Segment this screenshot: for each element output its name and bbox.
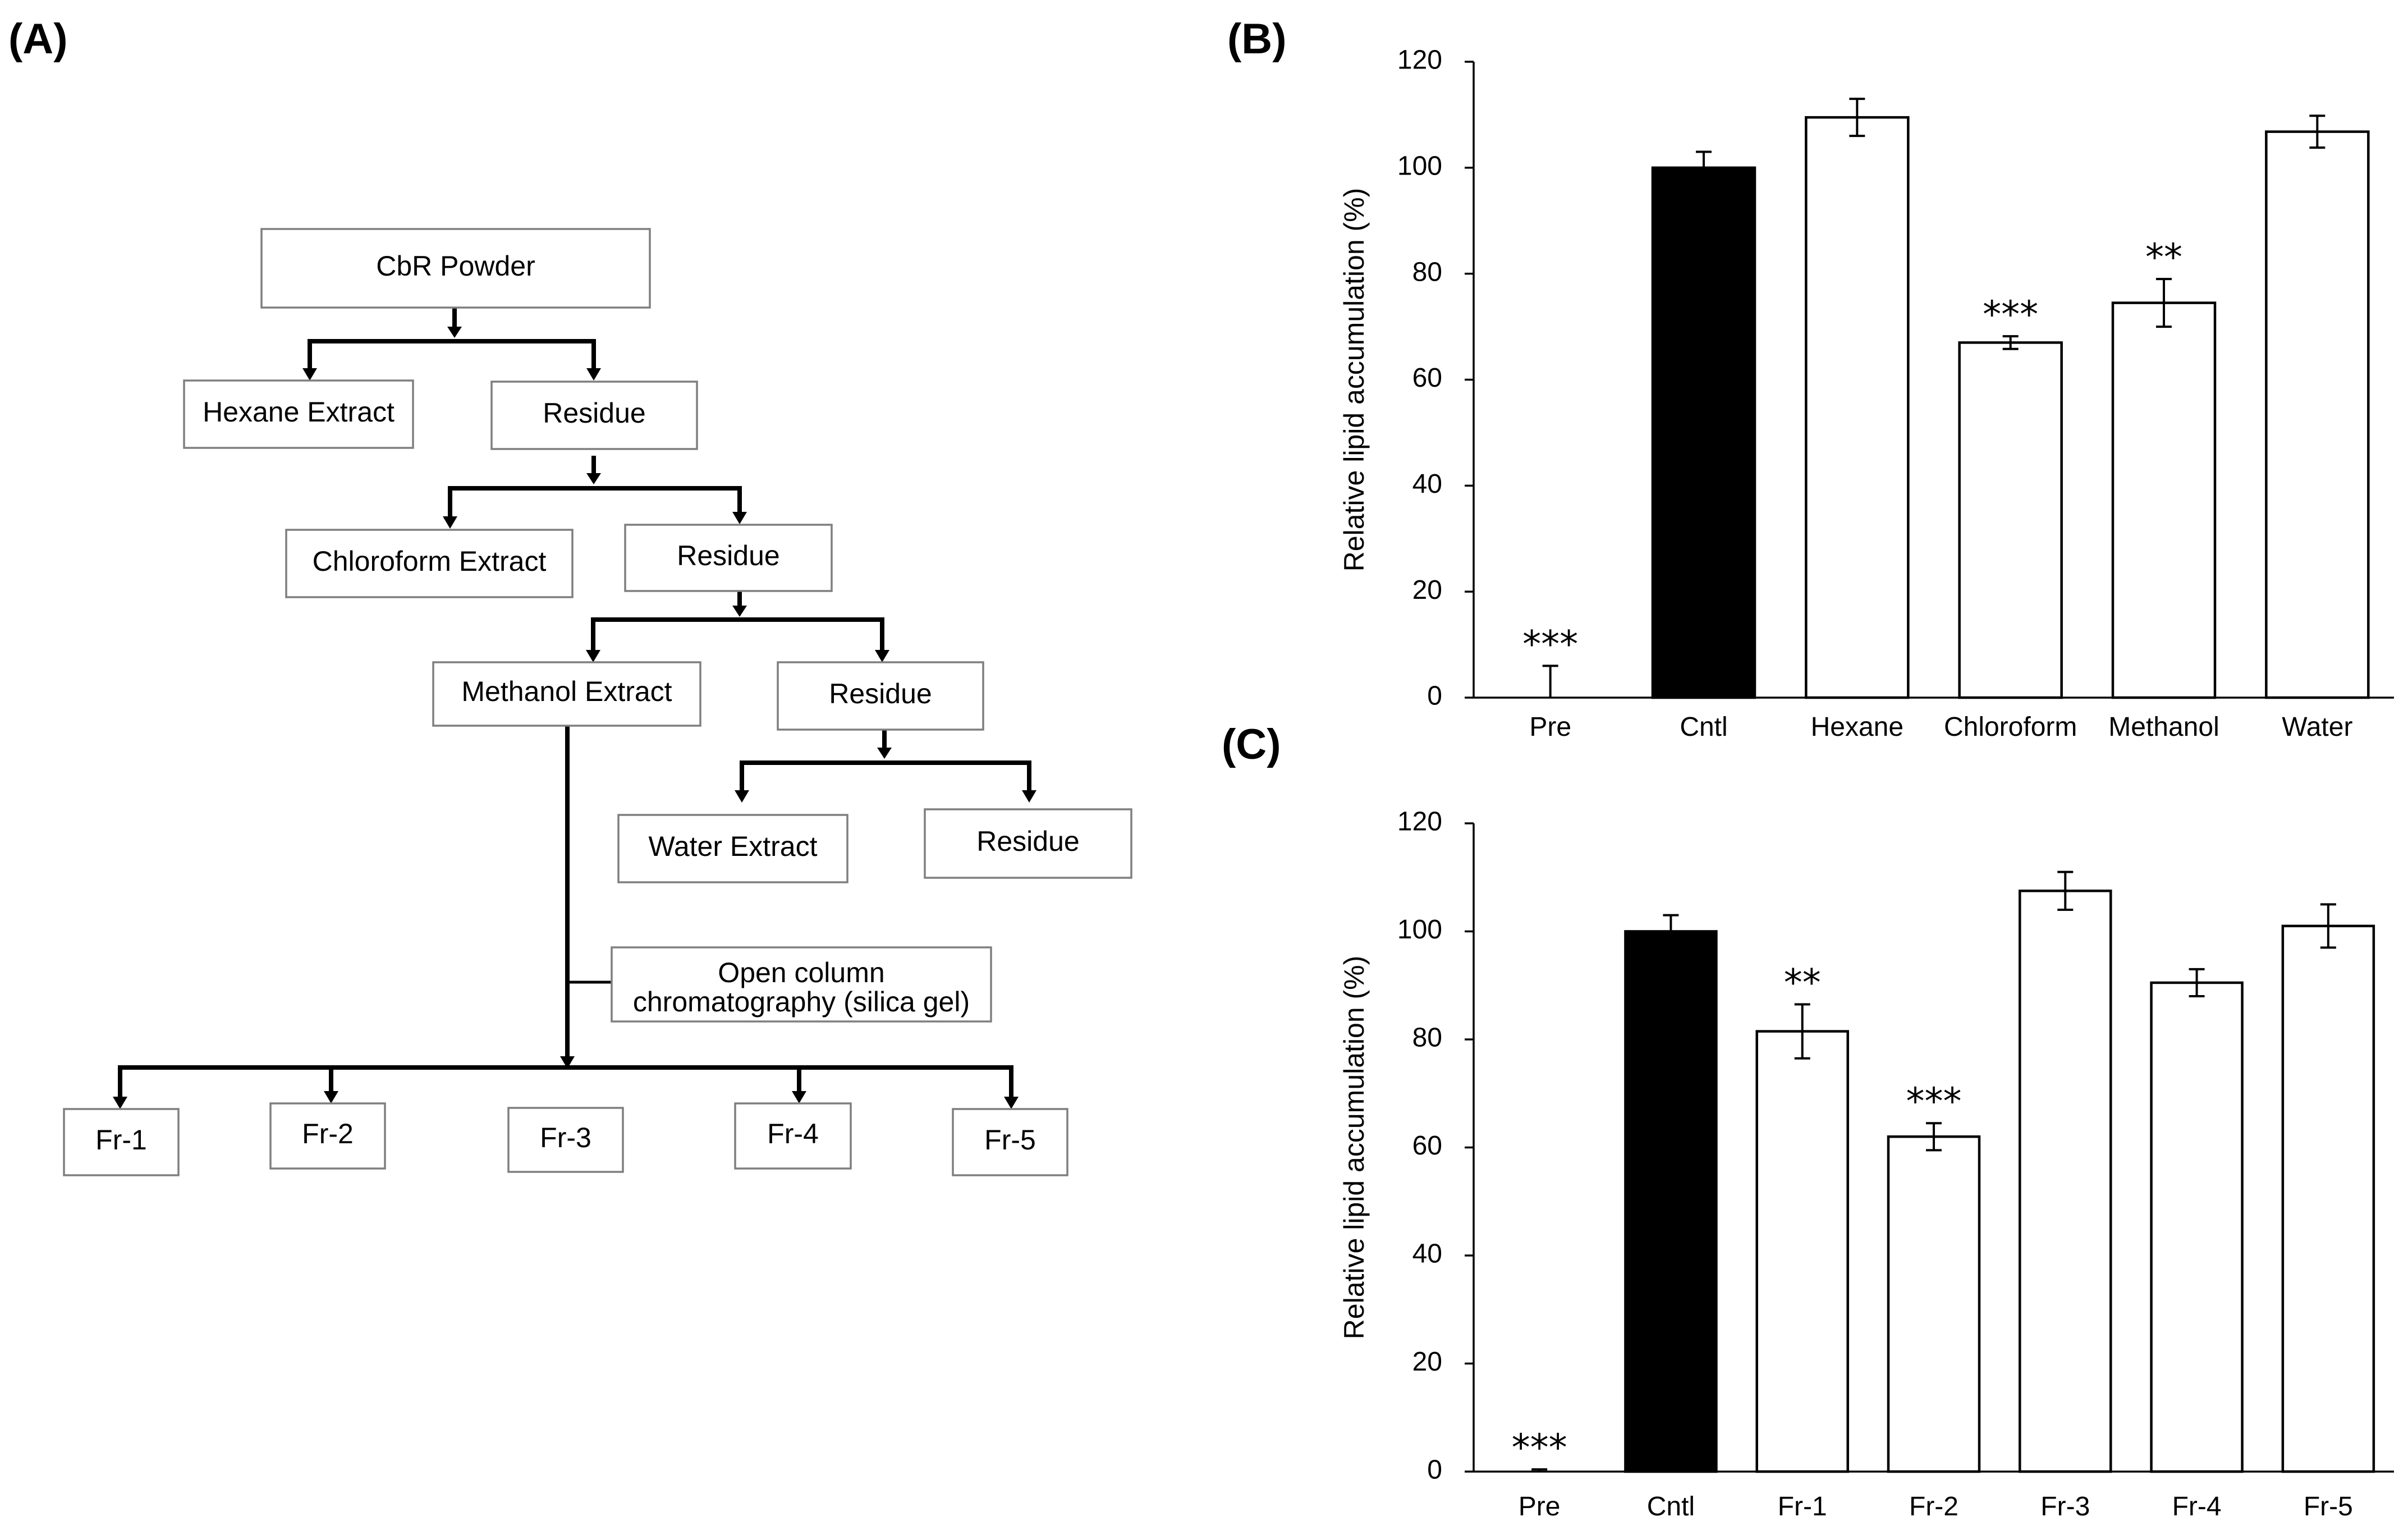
node-methanol-extract-label: Methanol Extract <box>461 676 672 707</box>
node-fraction: Fr-2 <box>269 1102 386 1170</box>
y-tick-label: 40 <box>1412 1239 1442 1269</box>
node-chloroform-extract: Chloroform Extract <box>285 529 574 598</box>
panel-a: (A) <box>8 15 1132 1176</box>
node-column-chromatography: Open column chromatography (silica gel) <box>611 946 992 1023</box>
bar <box>1624 930 1718 1473</box>
bar <box>1805 116 1910 699</box>
significance-mark: *** <box>1983 293 2038 336</box>
bar <box>1958 341 2063 699</box>
y-tick-label: 0 <box>1427 1455 1442 1485</box>
y-tick-label: 60 <box>1412 363 1442 393</box>
node-residue-3-label: Residue <box>829 678 932 709</box>
node-fraction: Fr-1 <box>63 1108 180 1176</box>
node-column-line1: Open column <box>718 957 884 988</box>
bar <box>2150 981 2244 1473</box>
category-label: Fr-5 <box>2304 1492 2353 1522</box>
y-tick-label: 20 <box>1412 1347 1442 1377</box>
y-tick-label: 80 <box>1412 1023 1442 1053</box>
bar <box>1651 166 1756 699</box>
significance-mark: ** <box>2145 236 2182 279</box>
node-fraction: Fr-3 <box>507 1107 624 1173</box>
bar <box>1887 1135 1981 1473</box>
category-label: Cntl <box>1680 712 1727 742</box>
panel-c-label: (C) <box>1222 721 1281 768</box>
node-hexane-extract-label: Hexane Extract <box>203 396 395 428</box>
node-methanol-extract: Methanol Extract <box>432 661 701 727</box>
node-fraction-label: Fr-1 <box>95 1124 147 1156</box>
bar <box>2281 924 2375 1473</box>
y-tick-label: 100 <box>1397 152 1442 181</box>
y-tick-label: 60 <box>1412 1131 1442 1161</box>
category-label: Pre <box>1519 1492 1561 1522</box>
category-label: Cntl <box>1647 1492 1695 1522</box>
node-residue-1: Residue <box>490 381 698 450</box>
category-label: Pre <box>1529 712 1571 742</box>
y-tick-label: 40 <box>1412 469 1442 499</box>
significance-mark: *** <box>1512 1426 1567 1469</box>
y-tick-label: 0 <box>1427 681 1442 711</box>
panel-c-chart: (C) 0 20 40 60 80 100 120 Relative lipid accumu… <box>1222 721 2394 1522</box>
bar <box>2265 130 2370 699</box>
category-label: Methanol <box>2108 712 2219 742</box>
panel-a-label: (A) <box>8 15 68 63</box>
node-residue-3: Residue <box>777 661 984 731</box>
significance-mark: *** <box>1906 1080 1962 1123</box>
node-residue-4: Residue <box>924 808 1132 879</box>
category-label: Hexane <box>1811 712 1904 742</box>
node-residue-4-label: Residue <box>976 826 1079 857</box>
y-axis-title: Relative lipid accumulation (%) <box>1338 956 1370 1340</box>
node-hexane-extract: Hexane Extract <box>183 379 414 449</box>
category-label: Fr-1 <box>1778 1492 1827 1522</box>
y-tick-label: 80 <box>1412 257 1442 287</box>
node-water-extract: Water Extract <box>617 814 848 883</box>
y-tick-label: 120 <box>1397 807 1442 837</box>
node-cbr-powder-label: CbR Powder <box>376 250 535 282</box>
panel-b-chart: (B) 0 20 40 60 80 100 120 Relative lipid accumu… <box>1227 15 2394 742</box>
y-axis-title: Relative lipid accumulation (%) <box>1338 188 1370 572</box>
panel-b-label: (B) <box>1227 15 1287 63</box>
y-tick-label: 20 <box>1412 575 1442 605</box>
node-residue-2-label: Residue <box>677 540 779 571</box>
node-column-line2: chromatography (silica gel) <box>633 986 970 1018</box>
bar <box>2019 890 2112 1473</box>
node-chloroform-extract-label: Chloroform Extract <box>313 546 547 577</box>
node-fraction-label: Fr-2 <box>302 1118 354 1149</box>
node-fraction-label: Fr-5 <box>984 1124 1036 1156</box>
category-label: Water <box>2282 712 2352 742</box>
significance-mark: *** <box>1522 622 1578 666</box>
node-residue-2: Residue <box>624 524 833 592</box>
y-tick-label: 100 <box>1397 915 1442 945</box>
category-label: Fr-3 <box>2040 1492 2090 1522</box>
node-fraction: Fr-5 <box>952 1108 1068 1176</box>
category-label: Fr-2 <box>1909 1492 1958 1522</box>
category-label: Chloroform <box>1944 712 2077 742</box>
significance-mark: ** <box>1784 961 1821 1004</box>
y-tick-label: 120 <box>1397 45 1442 75</box>
node-residue-1-label: Residue <box>543 397 645 429</box>
node-fraction: Fr-4 <box>734 1102 852 1170</box>
flow-connectors <box>113 308 1036 1109</box>
category-label: Fr-4 <box>2172 1492 2222 1522</box>
node-cbr-powder: CbR Powder <box>260 228 651 309</box>
bar <box>2111 301 2217 699</box>
node-fraction-label: Fr-4 <box>767 1118 819 1149</box>
node-water-extract-label: Water Extract <box>649 831 818 862</box>
node-fraction-label: Fr-3 <box>540 1122 591 1153</box>
bar <box>1755 1030 1849 1473</box>
